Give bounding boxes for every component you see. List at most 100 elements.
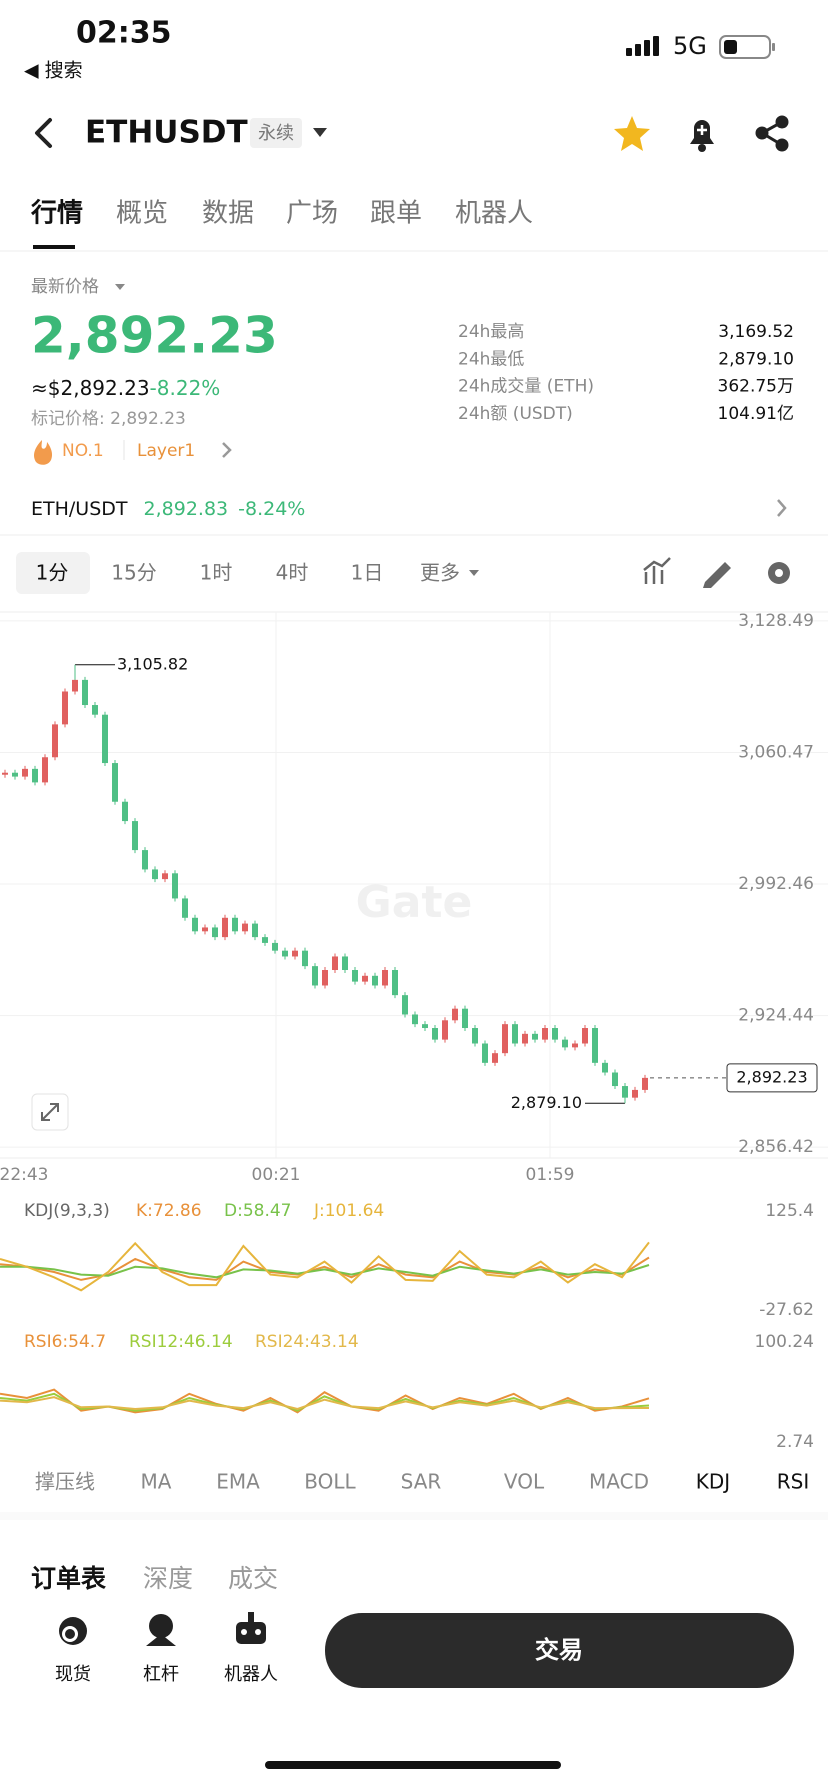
indicator-legend: J:101.64 xyxy=(313,1201,384,1221)
stat-value: 104.91亿 xyxy=(718,404,794,424)
trade-button[interactable] xyxy=(325,1613,794,1688)
indicator-tab[interactable]: 撑压线 xyxy=(35,1470,95,1494)
candle-body xyxy=(412,1014,418,1025)
candle-body xyxy=(362,975,368,982)
candle-body xyxy=(212,927,218,938)
candle-body xyxy=(32,768,38,783)
candle-body xyxy=(342,956,348,971)
stat-value: 3,169.52 xyxy=(718,322,794,342)
candle-body xyxy=(262,937,268,943)
candle-body xyxy=(192,917,198,932)
low-label: 2,879.10 xyxy=(511,1093,582,1112)
timeframe[interactable]: 15分 xyxy=(111,561,156,585)
indicator-tab[interactable]: MA xyxy=(141,1470,172,1494)
chevron[interactable] xyxy=(777,499,787,517)
expand-button[interactable] xyxy=(31,1093,69,1131)
timeframe[interactable]: 1时 xyxy=(200,561,233,585)
chevron[interactable] xyxy=(222,442,232,458)
stat-label: 24h最低 xyxy=(458,349,524,369)
tab[interactable]: 跟单 xyxy=(370,199,422,229)
tab[interactable]: 行情 xyxy=(30,198,83,229)
alert-bell[interactable] xyxy=(690,120,714,152)
y-tick-label: 2,992.46 xyxy=(738,874,814,894)
indicator-legend: K:72.86 xyxy=(136,1201,202,1221)
bot-icon[interactable] xyxy=(236,1612,266,1644)
candle-body xyxy=(172,873,178,899)
indicator-tab[interactable]: SAR xyxy=(401,1470,442,1494)
contract-type: 永续 xyxy=(258,123,294,144)
favorite-star[interactable] xyxy=(614,116,650,151)
candle-body xyxy=(162,873,168,880)
candle-body xyxy=(92,705,98,715)
candle-body xyxy=(482,1043,488,1063)
order-tab[interactable]: 订单表 xyxy=(31,1564,107,1593)
indicator-tab[interactable]: RSI xyxy=(777,1470,810,1494)
dropdown-arrow[interactable] xyxy=(115,284,125,290)
indicator-icon[interactable] xyxy=(643,557,671,584)
indicator-legend: RSI12:46.14 xyxy=(129,1332,233,1352)
y-tick-label: 2,856.42 xyxy=(738,1137,814,1157)
timeframe[interactable]: 1日 xyxy=(351,561,384,585)
timeframe[interactable]: 4时 xyxy=(276,561,309,585)
candle-body xyxy=(632,1089,638,1098)
candle-body xyxy=(642,1077,648,1090)
back-to-app[interactable]: ◀ 搜索 xyxy=(24,60,83,82)
timeframe[interactable]: 1分 xyxy=(36,561,69,585)
signal xyxy=(626,36,659,56)
margin-icon[interactable] xyxy=(146,1614,176,1646)
share[interactable] xyxy=(755,115,789,152)
candle-body xyxy=(62,691,68,725)
high-label: 3,105.82 xyxy=(117,654,188,673)
tab[interactable]: 机器人 xyxy=(455,199,533,229)
dropdown-arrow[interactable] xyxy=(469,570,479,576)
indicator-tab[interactable]: BOLL xyxy=(304,1470,356,1494)
draw-icon[interactable] xyxy=(703,562,731,588)
spot-price: 2,892.83 xyxy=(144,498,229,520)
y-tick-label: 125.4 xyxy=(765,1201,814,1221)
candle-body xyxy=(52,724,58,758)
candle-body xyxy=(132,821,138,851)
candle-body xyxy=(182,898,188,918)
indicator-tab[interactable]: KDJ xyxy=(696,1470,730,1494)
candle-body xyxy=(532,1033,538,1040)
y-tick-label: 2,924.44 xyxy=(738,1006,814,1026)
contract-tag xyxy=(250,118,302,148)
spot-line[interactable]: ETH/USDT 2,892.83 -8.24% xyxy=(31,498,305,520)
order-tab[interactable]: 成交 xyxy=(228,1564,278,1593)
indicator-line xyxy=(0,1392,650,1412)
nav-label[interactable]: 机器人 xyxy=(224,1664,278,1685)
tab[interactable]: 数据 xyxy=(202,199,254,229)
y-tick-label: 3,060.47 xyxy=(738,742,814,762)
back-button[interactable] xyxy=(35,118,52,148)
tab[interactable]: 广场 xyxy=(286,199,338,229)
order-tab[interactable]: 深度 xyxy=(143,1564,193,1593)
dropdown-arrow[interactable] xyxy=(313,128,327,137)
candle-body xyxy=(382,970,388,986)
indicator-tab[interactable]: EMA xyxy=(216,1470,260,1494)
y-tick-label: -27.62 xyxy=(759,1300,814,1320)
tab-underline xyxy=(33,245,75,249)
stat-label: 24h额 (USDT) xyxy=(458,404,573,424)
stat-label: 24h最高 xyxy=(458,322,524,342)
timeframe[interactable]: 更多 xyxy=(420,561,460,585)
spot-icon[interactable] xyxy=(59,1617,87,1645)
tab[interactable]: 概览 xyxy=(116,199,168,229)
nav-label[interactable]: 现货 xyxy=(55,1664,91,1685)
candle-body xyxy=(352,970,358,982)
indicator-tab[interactable]: MACD xyxy=(589,1470,649,1494)
trade-label[interactable]: 交易 xyxy=(535,1636,583,1664)
price-label: 最新价格 xyxy=(31,277,99,297)
nav-label[interactable]: 杠杆 xyxy=(143,1664,179,1685)
settings-icon[interactable] xyxy=(768,562,790,584)
tag[interactable]: Layer1 xyxy=(137,441,195,461)
mark-price: 标记价格: 2,892.23 xyxy=(31,409,186,429)
change: -8.22% xyxy=(150,376,221,400)
spot-pair: ETH/USDT xyxy=(31,498,128,520)
candle-body xyxy=(42,757,48,783)
symbol: ETHUSDT xyxy=(85,115,248,151)
indicator-tab[interactable]: VOL xyxy=(504,1470,545,1494)
candle-body xyxy=(322,970,328,986)
x-tick-label: 01:59 xyxy=(526,1165,575,1185)
candle-body xyxy=(222,917,228,938)
